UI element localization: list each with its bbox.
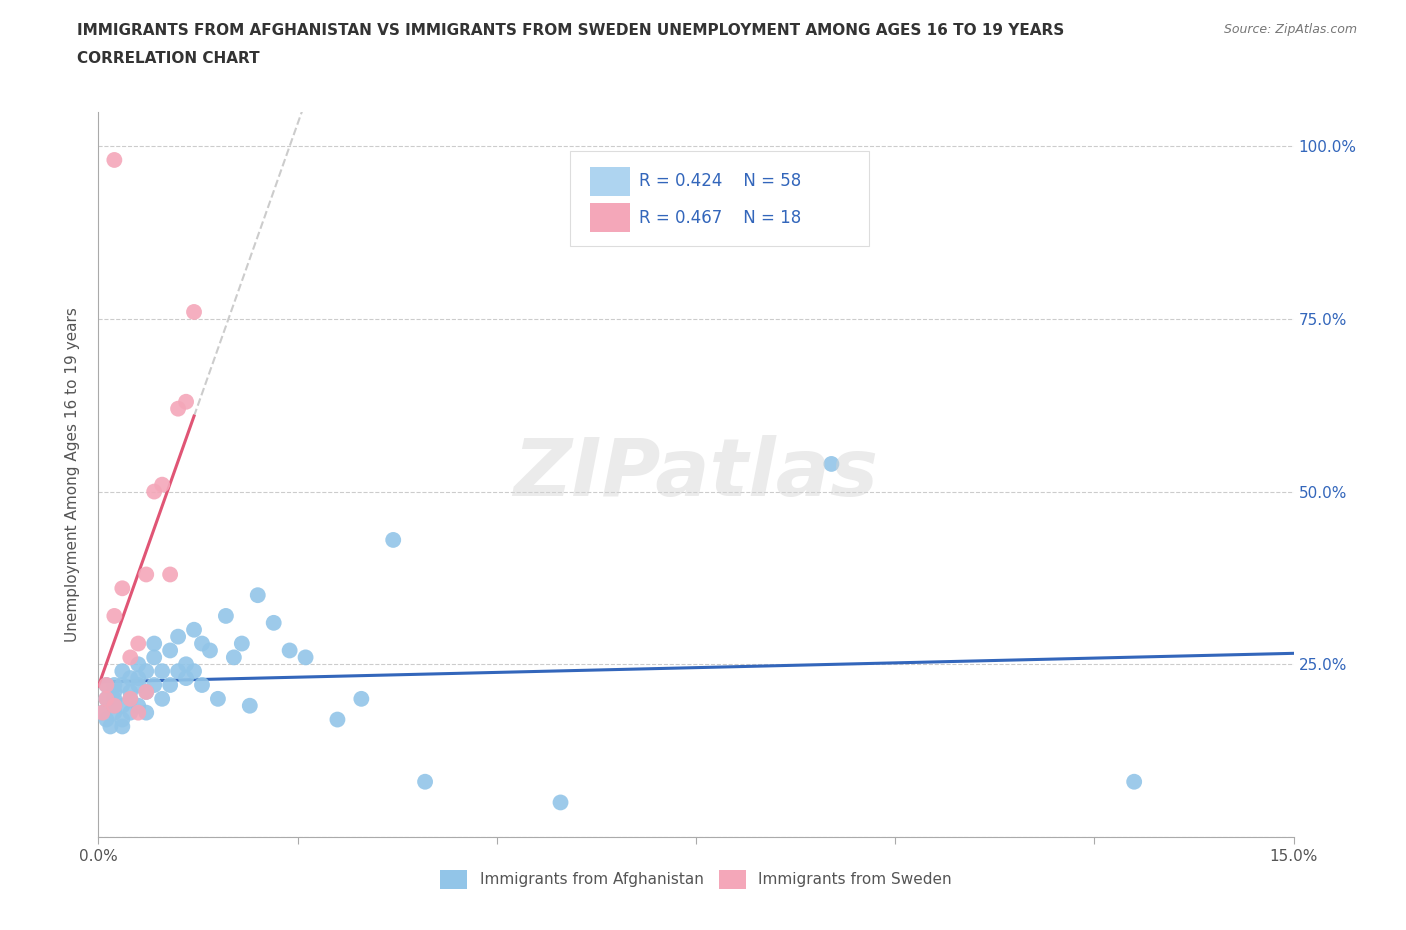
Point [91,705,114,720]
Point [174,671,197,685]
Point [135,705,157,720]
Point [239,698,262,713]
Point [150,664,173,679]
Point [103,678,125,693]
Legend: Immigrants from Afghanistan, Immigrants from Sweden: Immigrants from Afghanistan, Immigrants … [433,864,959,895]
Point [350,691,373,706]
Text: R = 0.467    N = 18: R = 0.467 N = 18 [638,208,801,227]
Point [96,712,118,727]
Point [174,394,197,409]
Point [96,678,118,693]
Point [111,698,134,713]
Text: R = 0.424    N = 58: R = 0.424 N = 58 [638,172,801,191]
Point [135,684,157,699]
Point [183,664,205,679]
Point [207,691,229,706]
Point [103,691,125,706]
Point [120,650,142,665]
Point [103,684,125,699]
FancyBboxPatch shape [589,166,630,195]
Point [127,671,149,685]
Point [820,457,842,472]
Point [111,719,134,734]
Point [413,775,436,790]
Point [294,650,316,665]
Point [96,691,118,706]
Point [198,643,221,658]
Point [246,588,269,603]
Point [96,691,118,706]
Point [120,705,142,720]
Point [103,698,125,713]
Point [167,630,190,644]
Point [103,608,125,623]
Text: ZIPatlas: ZIPatlas [513,435,879,513]
Point [174,657,197,671]
Text: IMMIGRANTS FROM AFGHANISTAN VS IMMIGRANTS FROM SWEDEN UNEMPLOYMENT AMONG AGES 16: IMMIGRANTS FROM AFGHANISTAN VS IMMIGRANT… [77,23,1064,38]
Point [191,636,214,651]
Point [135,567,157,582]
Point [231,636,253,651]
Point [167,664,190,679]
Y-axis label: Unemployment Among Ages 16 to 19 years: Unemployment Among Ages 16 to 19 years [65,307,80,642]
Point [222,650,245,665]
Point [150,691,173,706]
Point [143,650,166,665]
Point [120,691,142,706]
Point [143,636,166,651]
Point [143,485,166,499]
Point [183,622,205,637]
Point [135,684,157,699]
Point [159,643,181,658]
Point [103,153,125,167]
Point [127,698,149,713]
Point [127,636,149,651]
Point [127,657,149,671]
Point [215,608,238,623]
Text: CORRELATION CHART: CORRELATION CHART [77,51,260,66]
Point [159,678,181,693]
Point [263,616,285,631]
Point [120,671,142,685]
FancyBboxPatch shape [589,203,630,232]
Point [111,581,134,596]
Point [191,678,214,693]
Point [382,533,405,548]
Point [96,678,118,693]
Point [103,698,125,713]
Point [135,664,157,679]
Point [98,719,122,734]
Point [120,691,142,706]
Point [143,678,166,693]
FancyBboxPatch shape [571,152,869,246]
Point [150,477,173,492]
Point [159,567,181,582]
Point [111,678,134,693]
Point [111,664,134,679]
Point [1123,775,1146,790]
Point [183,304,205,319]
Point [167,401,190,416]
Point [111,712,134,727]
Point [326,712,349,727]
Point [103,705,125,720]
Point [91,705,114,720]
Point [127,678,149,693]
Point [120,684,142,699]
Point [550,795,572,810]
Text: Source: ZipAtlas.com: Source: ZipAtlas.com [1223,23,1357,36]
Point [127,705,149,720]
Point [278,643,301,658]
